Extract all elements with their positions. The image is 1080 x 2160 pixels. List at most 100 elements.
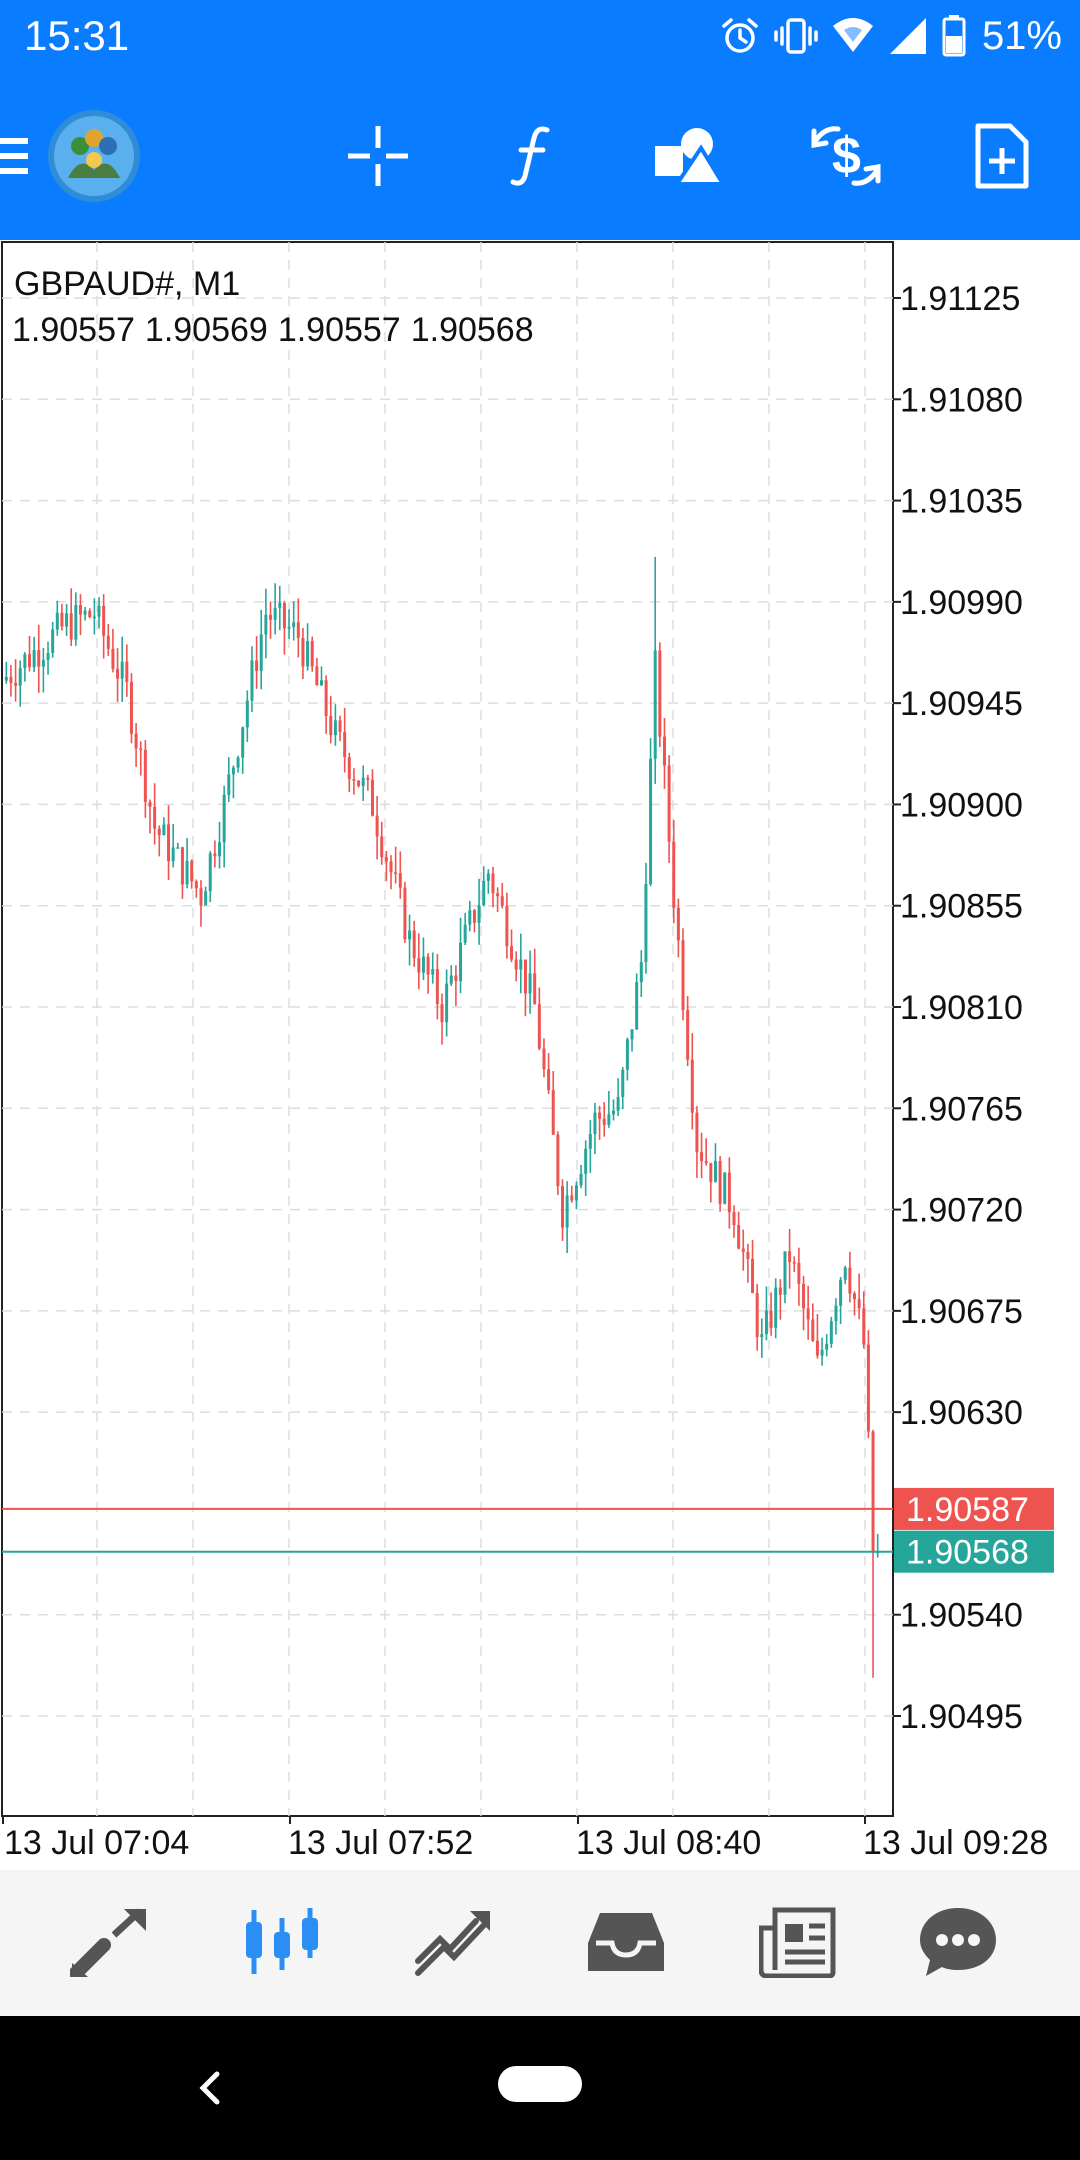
price-tick-label: 1.90900	[900, 786, 1023, 824]
vibrate-icon	[774, 16, 818, 56]
candle-body	[412, 930, 416, 959]
candle-body	[250, 660, 254, 701]
candle-body	[848, 1267, 852, 1294]
objects-icon[interactable]	[640, 108, 736, 204]
candle-body	[32, 650, 36, 668]
candle-body	[69, 613, 73, 640]
candle-body	[14, 682, 18, 686]
candle-body	[737, 1225, 741, 1249]
candle-body	[445, 983, 449, 1023]
back-icon[interactable]	[180, 2052, 240, 2124]
indicators-icon[interactable]	[484, 108, 580, 204]
candle-body	[463, 924, 467, 943]
candle-body	[727, 1172, 731, 1213]
price-tick-label: 1.90720	[900, 1192, 1023, 1230]
candle-body	[454, 975, 458, 982]
candle-body	[593, 1112, 597, 1135]
candle-body	[528, 973, 532, 994]
candle-body	[9, 677, 13, 683]
chart-canvas[interactable]: 1.91125 1.91080 1.91035 1.90990 1.90945 1.909…	[0, 240, 1080, 1870]
candle-body	[370, 779, 374, 816]
candle-body	[561, 1186, 565, 1228]
candle-body	[491, 873, 495, 894]
candle-body	[208, 853, 212, 892]
candle-body	[129, 681, 133, 734]
candle-body	[398, 873, 402, 888]
candle-body	[658, 650, 662, 737]
candle-body	[565, 1195, 569, 1228]
candle-body	[190, 860, 194, 882]
candle-body	[449, 975, 453, 984]
candle-body	[375, 815, 379, 837]
candle-body	[426, 956, 430, 975]
candle-body	[514, 959, 518, 970]
candle-body	[746, 1252, 750, 1259]
candle-body	[611, 1110, 615, 1115]
candle-body	[704, 1161, 708, 1164]
candle-body	[4, 677, 8, 681]
candle-body	[579, 1173, 583, 1186]
news-icon[interactable]	[748, 1892, 848, 1992]
candle-body	[700, 1152, 704, 1162]
app-logo[interactable]	[46, 108, 142, 204]
candle-body	[403, 887, 407, 940]
new-order-icon[interactable]	[954, 108, 1050, 204]
bottom-navigation	[0, 1870, 1080, 2016]
candle-body	[139, 748, 143, 750]
trade-icon[interactable]	[404, 1892, 504, 1992]
candle-body	[125, 661, 129, 682]
candle-body	[231, 767, 235, 775]
candle-body	[602, 1118, 606, 1125]
candle-body	[533, 973, 537, 1005]
price-tick-label: 1.91080	[900, 381, 1023, 419]
candle-body	[18, 668, 22, 686]
candle-body	[167, 824, 171, 862]
candle-body	[644, 884, 648, 963]
candle-body	[236, 757, 240, 768]
menu-icon[interactable]	[0, 108, 42, 204]
candle-body	[806, 1308, 810, 1320]
battery-icon	[942, 15, 966, 57]
chat-icon[interactable]	[908, 1892, 1008, 1992]
candle-body	[361, 777, 365, 786]
candle-body	[574, 1185, 578, 1201]
candle-body	[384, 857, 388, 862]
trade-icon[interactable]: $	[798, 108, 894, 204]
candle-body	[607, 1114, 611, 1125]
bid-price-badge	[894, 1530, 1054, 1573]
candle-body	[357, 780, 361, 786]
wifi-icon	[832, 16, 874, 56]
price-chart[interactable]: 1.91125 1.91080 1.91035 1.90990 1.90945 1.909…	[0, 240, 1080, 1870]
price-tick-label: 1.90945	[900, 685, 1023, 723]
candle-body	[245, 700, 249, 728]
candle-body	[23, 654, 27, 669]
price-tick-label: 1.90630	[900, 1394, 1023, 1432]
candle-body	[343, 731, 347, 758]
candle-body	[421, 956, 425, 973]
quotes-icon[interactable]	[60, 1892, 160, 1992]
candle-body	[199, 888, 203, 906]
candle-body	[764, 1310, 768, 1335]
history-icon[interactable]	[576, 1892, 676, 1992]
candle-body	[676, 907, 680, 941]
candle-body	[92, 616, 96, 619]
candle-body	[482, 880, 486, 906]
candle-body	[278, 602, 282, 608]
candle-body	[269, 614, 273, 620]
candle-body	[324, 680, 328, 717]
candle-body	[468, 910, 472, 925]
price-tick-label: 1.90765	[900, 1090, 1023, 1128]
candle-body	[417, 958, 421, 973]
home-button[interactable]	[498, 2066, 582, 2102]
candle-body	[802, 1283, 806, 1309]
candle-body	[194, 881, 198, 889]
candle-body	[570, 1195, 574, 1201]
candle-body	[718, 1160, 722, 1204]
crosshair-icon[interactable]	[330, 108, 426, 204]
chart-icon[interactable]	[232, 1892, 332, 1992]
candle-body	[213, 853, 217, 857]
candle-body	[505, 905, 509, 947]
candle-body	[338, 720, 342, 732]
time-tick-label: 13 Jul 07:52	[288, 1824, 473, 1862]
candle-body	[222, 794, 226, 843]
